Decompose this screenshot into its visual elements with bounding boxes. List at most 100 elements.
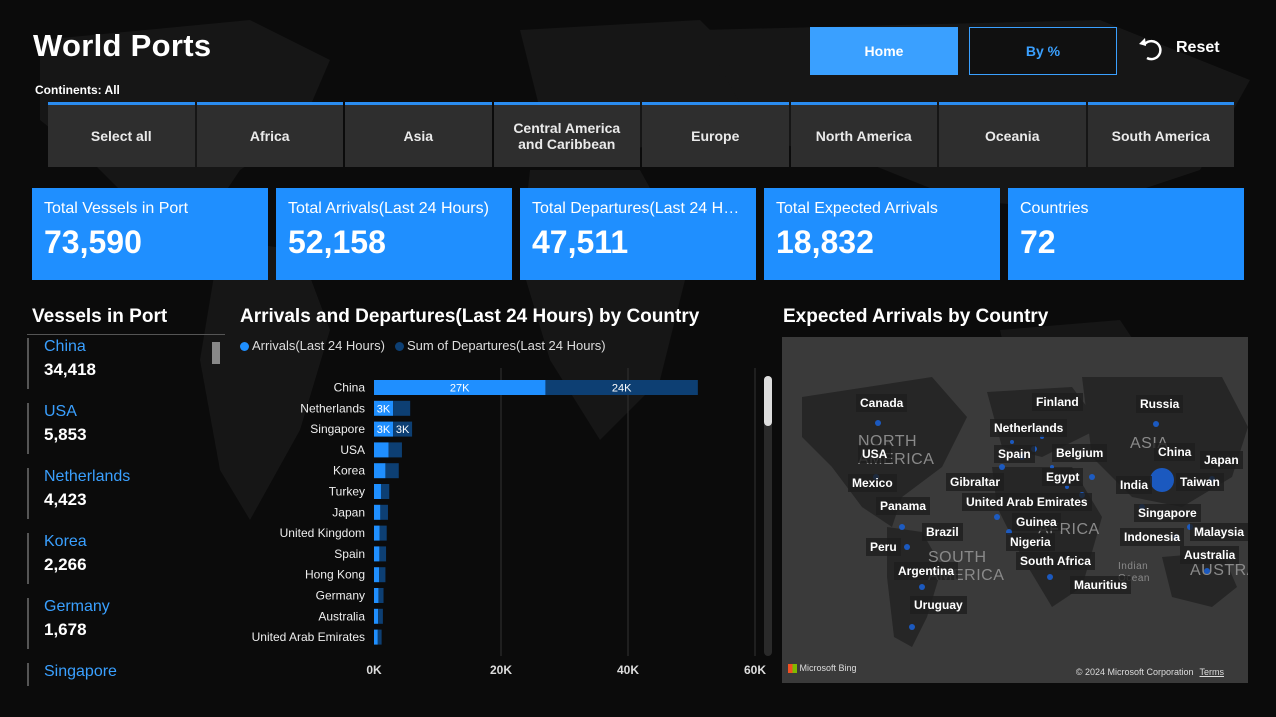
map-label-australia[interactable]: Australia bbox=[1180, 546, 1240, 564]
map-bubble[interactable] bbox=[1089, 474, 1095, 480]
y-category-label: USA bbox=[340, 443, 365, 457]
vessel-count: 4,423 bbox=[44, 490, 87, 509]
map-bubble[interactable] bbox=[909, 624, 915, 630]
continent-south-america[interactable]: South America bbox=[1087, 102, 1234, 167]
map-label-peru[interactable]: Peru bbox=[866, 538, 901, 556]
country-name: Singapore bbox=[44, 663, 117, 680]
continent-north-america[interactable]: North America bbox=[790, 102, 937, 167]
bar-data-label: 24K bbox=[612, 383, 632, 395]
map-bubble[interactable] bbox=[1047, 574, 1053, 580]
map-bubble[interactable] bbox=[919, 584, 925, 590]
map-label-russia[interactable]: Russia bbox=[1136, 395, 1184, 413]
country-name: Netherlands bbox=[44, 468, 131, 485]
bar-segment bbox=[374, 484, 381, 499]
bar-segment bbox=[374, 504, 381, 520]
by-percent-button[interactable]: By % bbox=[969, 27, 1117, 75]
list-item[interactable]: Germany 1,678 bbox=[27, 598, 225, 649]
list-item[interactable]: Singapore bbox=[27, 663, 225, 686]
bar-segment bbox=[374, 608, 379, 624]
x-tick-label: 60K bbox=[744, 663, 766, 677]
kpi-label: Total Arrivals(Last 24 Hours) bbox=[288, 200, 489, 217]
map-label-canada[interactable]: Canada bbox=[856, 394, 908, 412]
list-item[interactable]: USA 5,853 bbox=[27, 403, 225, 454]
map-label-mauritius[interactable]: Mauritius bbox=[1070, 576, 1132, 594]
map-bubble[interactable] bbox=[1065, 485, 1069, 489]
map-bubble[interactable] bbox=[1010, 440, 1014, 444]
page-title: World Ports bbox=[33, 28, 212, 63]
map-label-uruguay[interactable]: Uruguay bbox=[910, 596, 967, 614]
vessels-list[interactable]: China 34,418 USA 5,853 Netherlands 4,423 Ko… bbox=[27, 338, 225, 686]
bar-segment bbox=[378, 608, 383, 624]
kpi-label: Total Departures(Last 24 Hours) bbox=[532, 200, 744, 217]
map-bubble[interactable] bbox=[1153, 421, 1159, 427]
legend-arrivals[interactable]: Arrivals(Last 24 Hours) bbox=[240, 338, 385, 353]
map-label-panama[interactable]: Panama bbox=[876, 497, 931, 515]
map-bubble[interactable] bbox=[904, 544, 910, 550]
map-label-japan[interactable]: Japan bbox=[1200, 451, 1243, 469]
map-label-netherlands[interactable]: Netherlands bbox=[990, 419, 1068, 437]
map-label-finland[interactable]: Finland bbox=[1032, 393, 1083, 411]
map-bubble[interactable] bbox=[1204, 568, 1210, 574]
map-label-nigeria[interactable]: Nigeria bbox=[1006, 533, 1055, 551]
map-label-united-arab-emirates[interactable]: United Arab Emirates bbox=[962, 493, 1092, 511]
map-label-singapore[interactable]: Singapore bbox=[1134, 504, 1201, 522]
reset-button[interactable]: Reset bbox=[1136, 30, 1220, 66]
kpi-value: 47,511 bbox=[532, 224, 629, 260]
bar-segment bbox=[374, 421, 394, 437]
map-label-spain[interactable]: Spain bbox=[994, 445, 1035, 463]
y-category-label: Singapore bbox=[310, 422, 365, 436]
map-label-taiwan[interactable]: Taiwan bbox=[1176, 473, 1224, 491]
kpi-card-countries: Countries 72 bbox=[1008, 188, 1244, 280]
continent-central-america[interactable]: Central America and Caribbean bbox=[493, 102, 640, 167]
y-category-label: Korea bbox=[333, 464, 365, 478]
list-item[interactable]: Netherlands 4,423 bbox=[27, 468, 225, 519]
map-label-china[interactable]: China bbox=[1154, 443, 1196, 461]
map-region-label: Indian Ocean bbox=[1118, 561, 1150, 584]
map-label-india[interactable]: India bbox=[1116, 476, 1153, 494]
continent-oceania[interactable]: Oceania bbox=[939, 102, 1086, 167]
bar-data-label: 27K bbox=[450, 383, 470, 395]
map-bubble[interactable] bbox=[994, 514, 1000, 520]
vessels-list-scrollbar[interactable] bbox=[212, 342, 220, 364]
bar-segment bbox=[374, 463, 386, 479]
map-label-egypt[interactable]: Egypt bbox=[1042, 468, 1084, 486]
legend-label: Arrivals(Last 24 Hours) bbox=[252, 338, 385, 353]
expected-arrivals-map[interactable]: NORTH AMERICA ASIA AFRICA SOUTH AMERICA AUST… bbox=[782, 337, 1248, 683]
chart-scrollbar-track bbox=[764, 376, 772, 656]
map-bubble[interactable] bbox=[999, 464, 1005, 470]
continent-africa[interactable]: Africa bbox=[196, 102, 343, 167]
map-bubble[interactable] bbox=[875, 420, 881, 426]
kpi-card-expected-arrivals: Total Expected Arrivals 18,832 bbox=[764, 188, 1000, 280]
map-label-malaysia[interactable]: Malaysia bbox=[1190, 523, 1248, 541]
map-label-mexico[interactable]: Mexico bbox=[848, 474, 897, 492]
map-label-belgium[interactable]: Belgium bbox=[1052, 444, 1108, 462]
list-item[interactable]: Korea 2,266 bbox=[27, 533, 225, 584]
bar-segment bbox=[385, 463, 399, 479]
map-label-south-africa[interactable]: South Africa bbox=[1016, 552, 1095, 570]
home-button[interactable]: Home bbox=[810, 27, 958, 75]
map-title: Expected Arrivals by Country bbox=[783, 306, 1049, 327]
vessel-count: 2,266 bbox=[44, 555, 87, 574]
reset-label: Reset bbox=[1176, 39, 1220, 56]
y-category-label: Turkey bbox=[329, 485, 365, 499]
bar-segment bbox=[379, 546, 387, 562]
legend-departures[interactable]: Sum of Departures(Last 24 Hours) bbox=[394, 338, 606, 353]
map-label-indonesia[interactable]: Indonesia bbox=[1120, 528, 1185, 546]
map-bubble[interactable] bbox=[899, 524, 905, 530]
continent-europe[interactable]: Europe bbox=[642, 102, 789, 167]
continent-select-all[interactable]: Select all bbox=[48, 102, 195, 167]
terms-link[interactable]: Terms bbox=[1199, 667, 1225, 677]
map-label-argentina[interactable]: Argentina bbox=[894, 562, 959, 580]
bar-segment bbox=[377, 629, 382, 645]
bar-segment bbox=[380, 504, 388, 520]
map-label-guinea[interactable]: Guinea bbox=[1012, 513, 1061, 531]
map-label-gibraltar[interactable]: Gibraltar bbox=[946, 473, 1005, 491]
map-label-usa[interactable]: USA bbox=[858, 445, 892, 463]
bar-segment bbox=[374, 380, 546, 395]
vessels-in-port-title: Vessels in Port bbox=[27, 306, 225, 335]
map-bubble[interactable] bbox=[1150, 468, 1174, 492]
map-label-brazil[interactable]: Brazil bbox=[922, 523, 963, 541]
bar-segment bbox=[374, 400, 394, 416]
list-item[interactable]: China 34,418 bbox=[27, 338, 225, 389]
continent-asia[interactable]: Asia bbox=[345, 102, 492, 167]
